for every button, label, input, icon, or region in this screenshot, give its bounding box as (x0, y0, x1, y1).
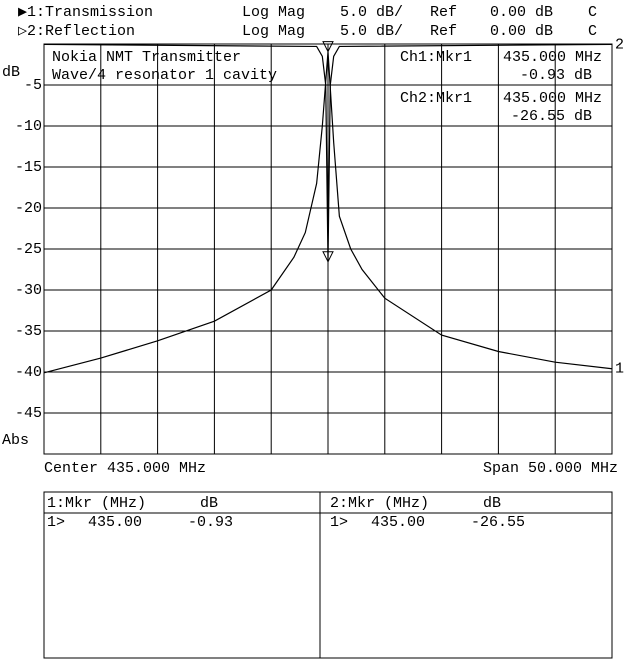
flag: C (588, 23, 597, 40)
table-header: 2:Mkr (MHz) (330, 495, 429, 512)
channel-label: ▶1:Transmission (18, 4, 153, 21)
trace-label: 1 (615, 361, 624, 378)
y-tick-label: -15 (15, 159, 42, 176)
format: Log Mag (242, 4, 305, 21)
marker (322, 251, 334, 263)
readout-freq: 435.000 MHz (503, 90, 602, 107)
y-tick-label: -35 (15, 323, 42, 340)
readout-value: -26.55 dB (511, 108, 592, 125)
ref-value: 0.00 dB (490, 4, 553, 21)
format: Log Mag (242, 23, 305, 40)
ref-label: Ref (430, 4, 457, 21)
table-cell: 1> (47, 514, 65, 531)
marker (322, 41, 334, 53)
y-tick-label: -20 (15, 200, 42, 217)
readout-freq: 435.000 MHz (503, 49, 602, 66)
readout-value: -0.93 dB (520, 67, 592, 84)
table-cell: -0.93 (188, 514, 233, 531)
table-cell: -26.55 (471, 514, 525, 531)
y-tick-label: -40 (15, 364, 42, 381)
y-tick-label: -25 (15, 241, 42, 258)
y-tick-label: -5 (24, 77, 42, 94)
annotation: Wave/4 resonator 1 cavity (52, 67, 277, 84)
ref-value: 0.00 dB (490, 23, 553, 40)
scale: 5.0 dB/ (340, 4, 403, 21)
table-unit: dB (200, 495, 218, 512)
span-label: Span 50.000 MHz (483, 460, 618, 477)
table-cell: 435.00 (371, 514, 425, 531)
y-footer: Abs (2, 432, 29, 449)
ref-label: Ref (430, 23, 457, 40)
readout-label: Ch2:Mkr1 (400, 90, 472, 107)
readout-label: Ch1:Mkr1 (400, 49, 472, 66)
y-tick-label: -30 (15, 282, 42, 299)
channel-label: ▷2:Reflection (18, 23, 135, 40)
table-cell: 1> (330, 514, 348, 531)
center-label: Center 435.000 MHz (44, 460, 206, 477)
y-tick-label: -10 (15, 118, 42, 135)
scale: 5.0 dB/ (340, 23, 403, 40)
y-label: dB (2, 64, 20, 81)
annotation: Nokia NMT Transmitter (52, 49, 241, 66)
table-border (43, 491, 613, 659)
table-cell: 435.00 (88, 514, 142, 531)
y-tick-label: -45 (15, 405, 42, 422)
table-unit: dB (483, 495, 501, 512)
table-header: 1:Mkr (MHz) (47, 495, 146, 512)
flag: C (588, 4, 597, 21)
trace-label: 2 (615, 36, 624, 53)
